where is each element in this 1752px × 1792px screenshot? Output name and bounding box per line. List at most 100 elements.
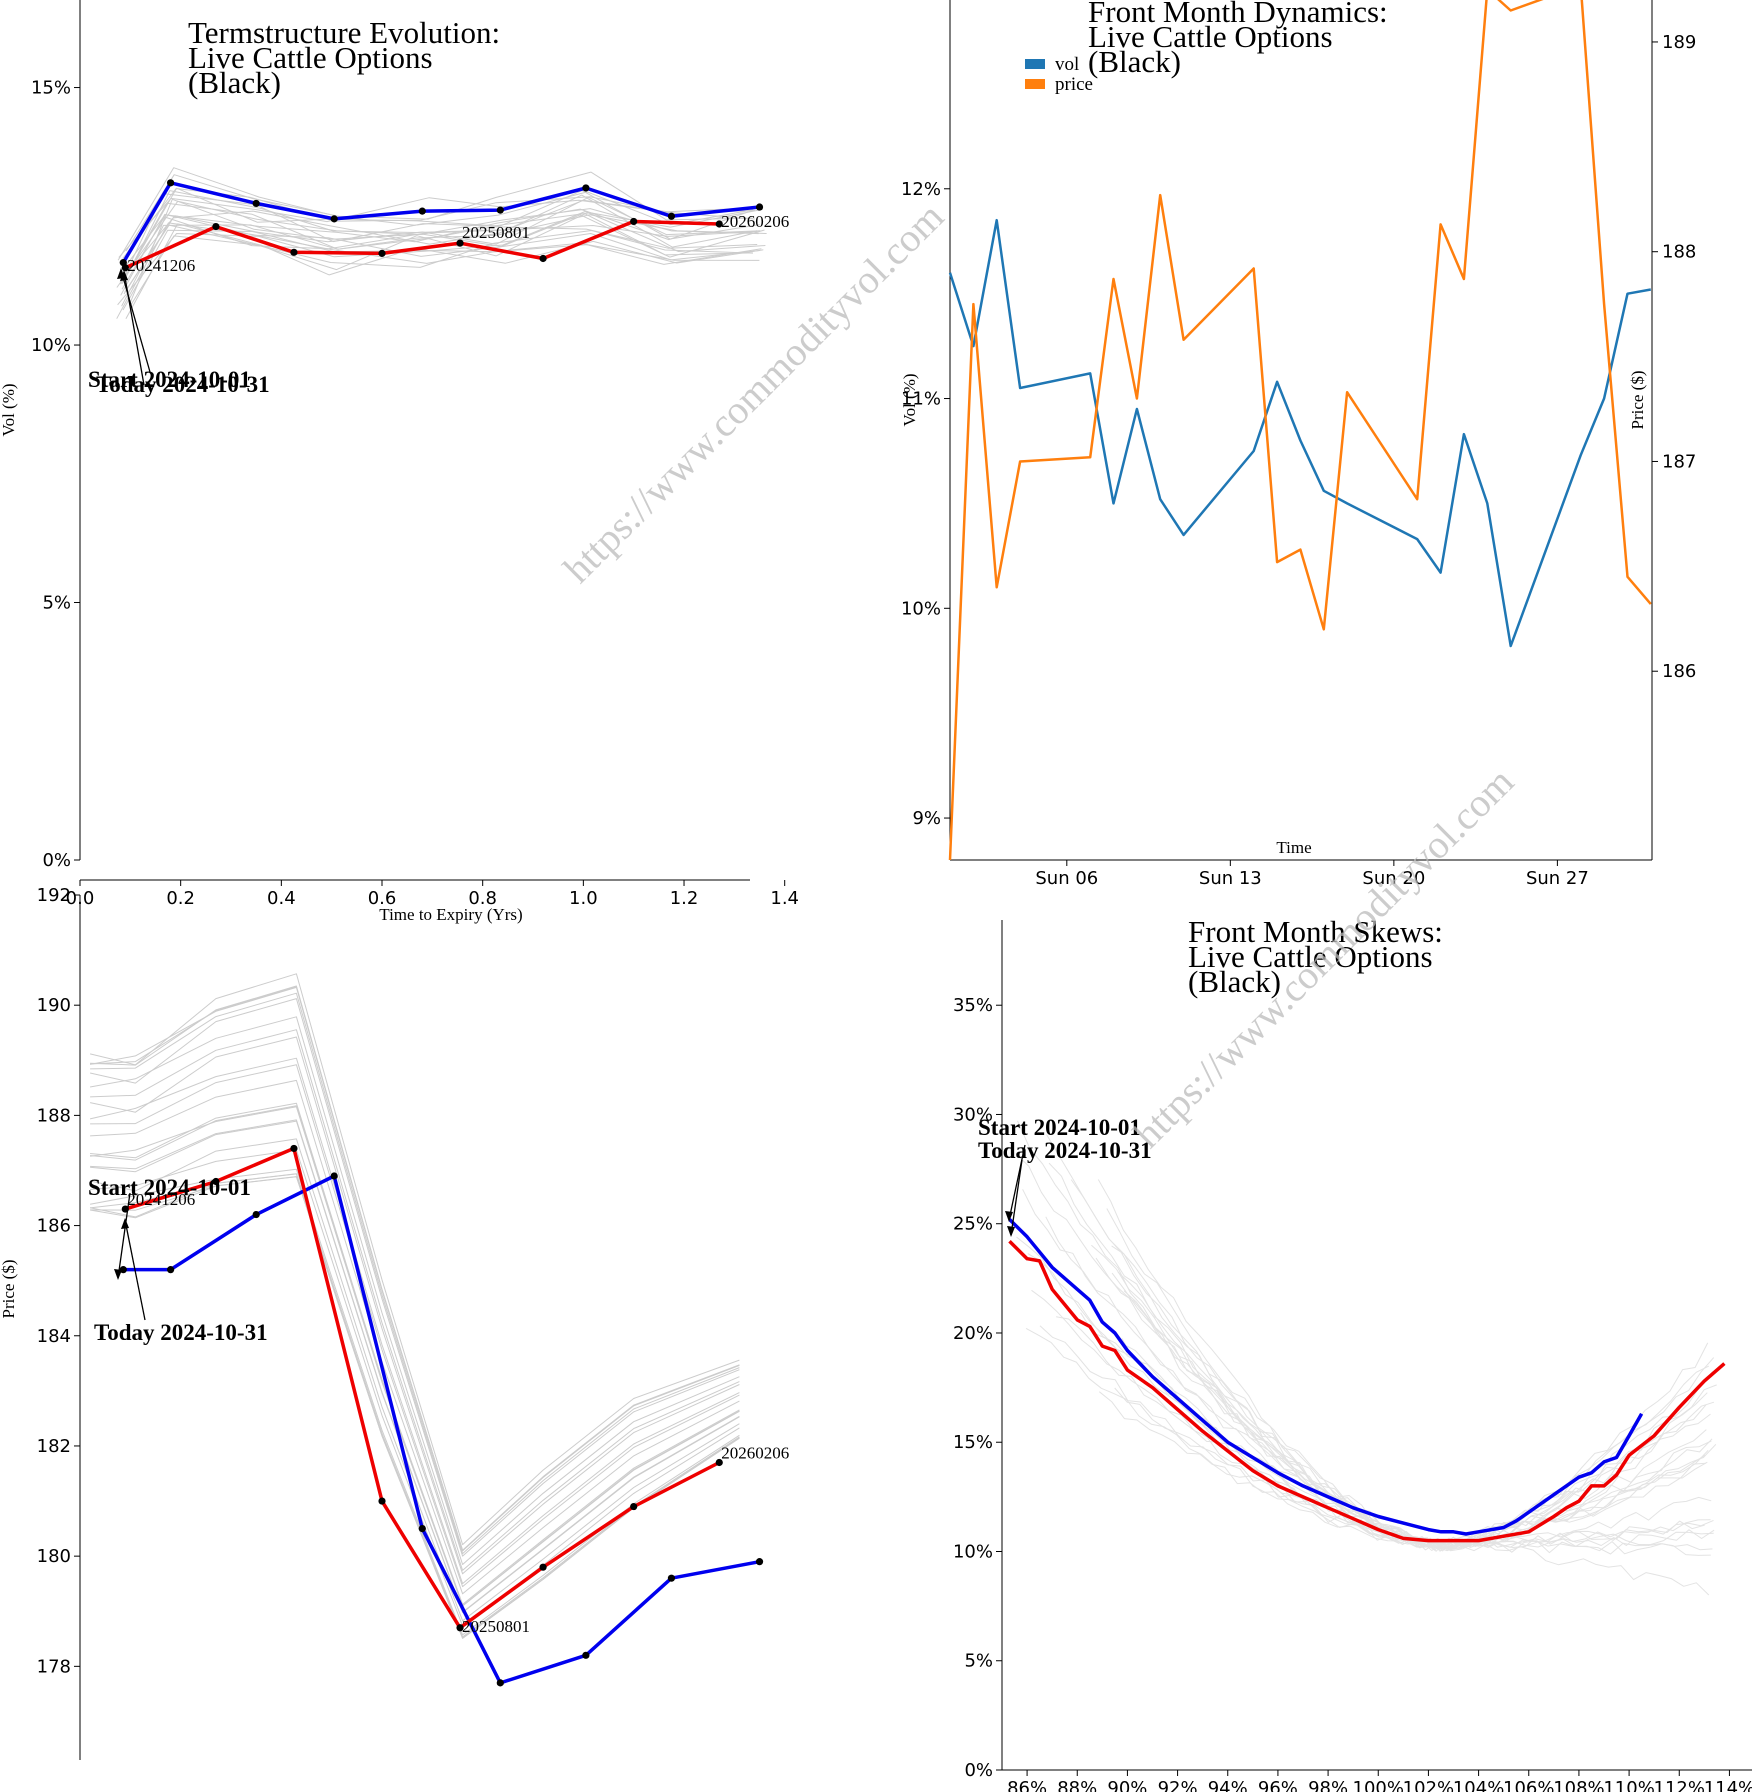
- x-tick-label: 1.2: [670, 888, 699, 909]
- x-tick-label: 104%: [1453, 1778, 1504, 1792]
- price-termstructure-chart: 178 180 182 184 186 188 190 192 20241206 2025080…: [0, 885, 789, 1760]
- x-tick-label: Sun 27: [1526, 868, 1589, 889]
- y-tick-label: 30%: [953, 1104, 993, 1125]
- history-curve: [1123, 1290, 1714, 1548]
- history-curve: [89, 1138, 740, 1622]
- start-curve-point: [167, 1266, 175, 1274]
- history-curves: [89, 973, 740, 1639]
- history-curve: [89, 1057, 740, 1585]
- x-tick-label: Sun 06: [1035, 868, 1098, 889]
- history-curve: [129, 190, 756, 271]
- contract-label: 20260206: [721, 1443, 789, 1462]
- contract-label: 20250801: [462, 223, 530, 242]
- y-tick-label: 15%: [31, 78, 71, 99]
- history-curve: [123, 194, 758, 295]
- history-curve: [1080, 1312, 1709, 1551]
- y-axis-label: Vol (%): [0, 383, 18, 436]
- start-annotation: Start 2024-10-01: [88, 1175, 251, 1200]
- chart-title: Front Month Skews:: [1188, 914, 1443, 949]
- history-curve: [90, 1105, 740, 1607]
- history-curve: [90, 1064, 740, 1588]
- start-curve: [1008, 1218, 1644, 1536]
- y-tick-label: 178: [37, 1656, 71, 1677]
- start-curve-point: [119, 1266, 127, 1274]
- chart-subtitle: Live Cattle Options: [188, 40, 433, 75]
- chart-title-model: (Black): [1188, 964, 1281, 999]
- today-annotation: Today 2024-10-31: [978, 1138, 1152, 1163]
- start-curve-point: [418, 207, 426, 215]
- dynamics-axes: 9% 10% 11% 12% 186 187 188 189 Sun 06 Sun 13 Sun…: [901, 0, 1696, 889]
- y-tick-label: 190: [37, 995, 71, 1016]
- start-annotation: Start 2024-10-01: [88, 367, 251, 392]
- y-tick-label: 5%: [964, 1651, 993, 1672]
- x-tick-label: 96%: [1258, 1778, 1298, 1792]
- x-tick-label: 106%: [1503, 1778, 1554, 1792]
- x-tick-label: Sun 13: [1199, 868, 1262, 889]
- start-curve-point: [496, 206, 504, 214]
- front-month-skews-chart: 0% 5% 10% 15% 20% 25% 30% 35% 86% 88% 90% 92% 94% 96…: [953, 914, 1752, 1792]
- price-axes: 178 180 182 184 186 188 190 192: [37, 885, 81, 1760]
- x-tick-label: 86%: [1007, 1778, 1047, 1792]
- watermark: https://www.commodityvol.com: [555, 194, 953, 592]
- x-tick-label: 114%: [1704, 1778, 1752, 1792]
- today-curve: [124, 1146, 721, 1630]
- start-curve-point: [167, 179, 175, 187]
- start-curve-point: [330, 1172, 338, 1180]
- y-tick-label: 0%: [42, 850, 71, 871]
- y-tick-label: 9%: [912, 808, 941, 829]
- start-curve-point: [582, 184, 590, 192]
- today-curve-point: [539, 254, 547, 263]
- vol-series: [948, 218, 1652, 648]
- history-curve: [90, 986, 740, 1552]
- history-curve: [1027, 1253, 1706, 1548]
- contract-label: 20250801: [462, 1617, 530, 1636]
- x-tick-label: 0.6: [368, 888, 397, 909]
- y-tick-label: 188: [37, 1105, 71, 1126]
- history-curve: [1098, 1391, 1715, 1551]
- history-curve: [90, 1029, 740, 1571]
- y-tick-label: 0%: [964, 1760, 993, 1781]
- today-curve-point: [290, 248, 298, 256]
- y-tick-label: 182: [37, 1436, 71, 1457]
- x-tick-label: 90%: [1107, 1778, 1147, 1792]
- y-tick-label: 11%: [901, 389, 941, 410]
- history-curve: [90, 1173, 740, 1638]
- history-curve: [1017, 1120, 1708, 1548]
- chart-title-model: (Black): [188, 65, 281, 100]
- x-tick-label: 100%: [1353, 1778, 1404, 1792]
- x-tick-label: 110%: [1603, 1778, 1654, 1792]
- y-tick-label: 25%: [953, 1214, 993, 1235]
- annotation-arrows: [114, 1192, 146, 1321]
- today-curve-point: [715, 220, 723, 228]
- today-annotation: Today 2024-10-31: [94, 1320, 268, 1345]
- legend-label-vol: vol: [1055, 54, 1079, 75]
- history-curve: [121, 216, 758, 290]
- x-tick-label: 0.4: [267, 888, 296, 909]
- history-curve: [1114, 1384, 1717, 1548]
- chart-subtitle: Live Cattle Options: [1088, 19, 1333, 54]
- price-series: [948, 0, 1652, 861]
- history-curve: [1097, 1179, 1714, 1551]
- y-tick-label: 35%: [953, 995, 993, 1016]
- termstructure-axes: 0%5%10%15% 0.0 0.2 0.4 0.6 0.8 1.0 1.2 1.4: [31, 0, 799, 909]
- history-curve: [1095, 1257, 1711, 1552]
- y-axis-label: Price ($): [0, 1259, 18, 1318]
- history-curve: [121, 202, 767, 283]
- today-curve-point: [715, 1458, 723, 1467]
- x-axis-label: Time to Expiry (Yrs): [379, 905, 522, 924]
- y-tick-label: 10%: [901, 598, 941, 619]
- x-tick-label: 88%: [1057, 1778, 1097, 1792]
- today-curve-point: [630, 217, 638, 226]
- start-annotation: Start 2024-10-01: [978, 1115, 1141, 1140]
- start-curve-point: [330, 215, 338, 223]
- start-curve-point: [418, 1524, 426, 1533]
- start-curve-point: [667, 212, 676, 220]
- x-tick-label: 112%: [1654, 1778, 1705, 1792]
- x-tick-label: 102%: [1403, 1778, 1454, 1792]
- history-curve: [90, 1119, 740, 1613]
- today-curve-point: [456, 1624, 464, 1632]
- y-tick-label: 186: [1662, 661, 1696, 682]
- history-curve: [1025, 1327, 1717, 1552]
- front-month-dynamics-chart: 9% 10% 11% 12% 186 187 188 189 Sun 06 Sun 13 Sun…: [900, 0, 1696, 889]
- y-tick-label: 192: [37, 885, 71, 906]
